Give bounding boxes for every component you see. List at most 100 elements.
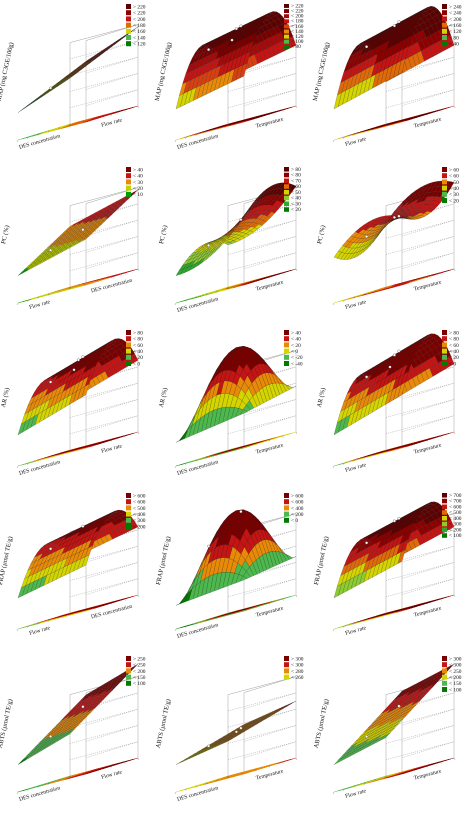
legend-label: < 150 bbox=[133, 675, 146, 681]
legend-swatch bbox=[442, 198, 447, 203]
legend: > 700< 700< 600< 500< 400< 300< 200< 100 bbox=[442, 493, 462, 539]
response-surface bbox=[333, 180, 455, 260]
experimental-point bbox=[76, 358, 80, 362]
legend-swatch bbox=[126, 173, 131, 179]
legend-swatch bbox=[284, 342, 289, 348]
legend-swatch bbox=[442, 668, 447, 674]
legend-swatch bbox=[284, 167, 289, 172]
legend-label: < 0 bbox=[291, 349, 298, 355]
legend-label: < 80 bbox=[449, 337, 459, 343]
y-axis-title: FRAP (µmol TE/g) bbox=[313, 536, 330, 586]
legend-swatch bbox=[442, 510, 447, 515]
legend-swatch bbox=[442, 191, 447, 197]
legend-label: < 120 bbox=[291, 34, 304, 40]
legend-swatch bbox=[442, 521, 447, 527]
legend-swatch bbox=[442, 527, 447, 533]
x-axis-title: Flow rate bbox=[29, 299, 52, 311]
y-axis-title: AR (%) bbox=[0, 387, 11, 408]
axis-ticks bbox=[16, 268, 140, 306]
surface-plot-11: FRAP (µmol TE/g) DES concentration Tempera… bbox=[155, 489, 316, 652]
response-surface bbox=[17, 189, 139, 276]
legend-swatch bbox=[284, 354, 289, 360]
legend-label: < 30 bbox=[133, 180, 143, 186]
legend-swatch bbox=[442, 680, 447, 686]
legend-swatch bbox=[442, 336, 447, 342]
legend-label: < 20 bbox=[291, 343, 301, 349]
legend-label: < 200 bbox=[133, 17, 146, 23]
legend: > 40< 40< 20< 0< -20< -40 bbox=[284, 330, 303, 367]
legend-label: < 40 bbox=[133, 174, 143, 180]
legend-swatch bbox=[284, 674, 289, 680]
legend-swatch bbox=[284, 195, 289, 201]
experimental-point bbox=[397, 349, 401, 353]
legend-swatch bbox=[126, 336, 131, 342]
legend-swatch bbox=[442, 498, 447, 504]
legend: > 600< 600< 500< 400< 300< 200 bbox=[126, 493, 146, 530]
x-axis-title: DES concentration bbox=[177, 622, 220, 640]
legend-label: > 80 bbox=[291, 167, 301, 173]
x-axis-title: Flow rate bbox=[345, 462, 368, 474]
legend-swatch bbox=[284, 44, 289, 49]
x-axis-title: Flow rate bbox=[345, 625, 368, 637]
legend-label: < 20 bbox=[449, 355, 459, 361]
legend-swatch bbox=[442, 185, 447, 191]
legend: > 60< 60< 50< 40< 30< 20 bbox=[442, 167, 459, 204]
legend-label: < 40 bbox=[133, 349, 143, 355]
legend-label: < 600 bbox=[291, 500, 304, 506]
legend-swatch bbox=[442, 28, 447, 34]
surface-plot-2: MAP (mg C3GE/100g) DES concentration Tempe… bbox=[154, 0, 316, 163]
surface-plot-8: AR (%) DES concentration Temperature > 40 < … bbox=[158, 326, 316, 489]
legend: > 250< 250< 200< 150< 100 bbox=[126, 656, 146, 687]
axis-ticks bbox=[16, 431, 140, 469]
experimental-point bbox=[234, 730, 238, 734]
legend-swatch bbox=[126, 35, 131, 40]
legend-label: < 40 bbox=[449, 42, 459, 48]
y-axis-title: AR (%) bbox=[316, 387, 327, 408]
legend-label: > 600 bbox=[133, 493, 146, 499]
response-surface bbox=[17, 338, 139, 436]
legend-label: > 220 bbox=[133, 4, 146, 10]
z-axis-title: Flow rate bbox=[101, 117, 124, 128]
legend-swatch bbox=[284, 668, 289, 674]
legend-swatch bbox=[126, 662, 131, 668]
y-axis-title: AR (%) bbox=[158, 387, 169, 408]
legend-label: < 160 bbox=[449, 23, 462, 29]
legend-swatch bbox=[442, 504, 447, 510]
experimental-point bbox=[397, 20, 401, 24]
legend-label: < 10 bbox=[133, 192, 143, 198]
y-axis-title: FRAP (µmol TE/g) bbox=[155, 536, 172, 586]
legend-swatch bbox=[126, 348, 131, 354]
legend-swatch bbox=[126, 167, 131, 172]
legend-label: < 500 bbox=[449, 510, 462, 516]
legend-label: < 300 bbox=[449, 522, 462, 528]
axis-ticks bbox=[332, 105, 456, 143]
z-axis-title: Temperature bbox=[255, 442, 284, 455]
legend-swatch bbox=[126, 22, 131, 28]
legend-swatch bbox=[442, 674, 447, 680]
legend-label: > 240 bbox=[449, 4, 462, 10]
legend-label: < 400 bbox=[449, 516, 462, 522]
legend: > 40< 40< 30< 20< 10 bbox=[126, 167, 143, 198]
legend-label: < 250 bbox=[133, 663, 146, 669]
legend: > 80< 80< 70< 60< 50< 40< 30< 20 bbox=[284, 167, 301, 213]
experimental-point bbox=[365, 735, 369, 739]
experimental-point bbox=[49, 380, 53, 384]
surface-svg: ABTS (µmol TE/g) DES concentration Tempera… bbox=[155, 656, 304, 803]
legend-label: < 500 bbox=[133, 506, 146, 512]
response-surface bbox=[333, 333, 455, 436]
legend-swatch bbox=[126, 342, 131, 348]
legend-swatch bbox=[126, 354, 131, 360]
axis-ticks bbox=[174, 594, 298, 632]
legend-swatch bbox=[126, 674, 131, 680]
legend-label: < 40 bbox=[291, 337, 301, 343]
z-axis-title: Temperature bbox=[255, 768, 284, 781]
legend-label: > 300 bbox=[291, 656, 304, 662]
axis-ticks bbox=[332, 594, 456, 632]
legend-swatch bbox=[126, 16, 131, 22]
legend-label: < 30 bbox=[291, 201, 301, 207]
legend-swatch bbox=[126, 41, 131, 47]
legend-label: < 700 bbox=[449, 499, 462, 505]
axis-ticks bbox=[16, 757, 140, 795]
legend-swatch bbox=[284, 348, 289, 354]
surface-plot-7: AR (%) DES concentration Flow rate > 80 < 80… bbox=[0, 326, 158, 489]
